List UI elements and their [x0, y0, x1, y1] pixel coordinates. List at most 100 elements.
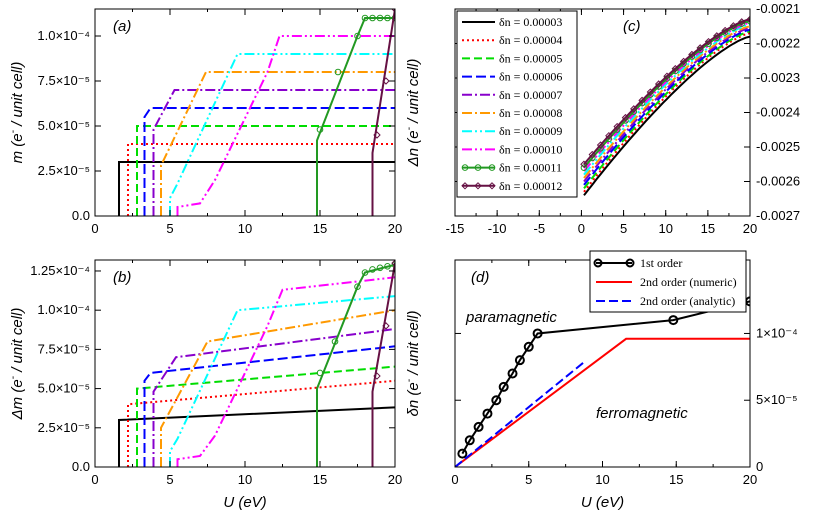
data-point-marker	[369, 266, 376, 273]
series-line	[316, 263, 395, 467]
series-line	[118, 161, 395, 216]
y-tick-label: 7.5×10⁻⁵	[38, 73, 90, 88]
x-tick-label: 15	[313, 472, 327, 487]
annotation-ferromagnetic: ferromagnetic	[596, 405, 688, 422]
data-point-marker	[514, 355, 525, 366]
panel-b: 0 5 10 15 20 0.0 2.5×10⁻⁵ 5.0×10⁻⁵ 7.5×10⁻⁵ 1.0×1…	[8, 259, 402, 511]
data-point-marker	[746, 15, 750, 24]
y-axis-unit: (e	[405, 382, 422, 395]
x-tick-label: 0	[451, 472, 458, 487]
data-point-marker	[679, 57, 688, 66]
data-point-marker	[498, 381, 509, 392]
data-point-marker	[523, 341, 534, 352]
legend-label: 2nd order (analytic)	[640, 294, 735, 308]
data-point-marker	[668, 315, 679, 326]
data-point-marker	[354, 283, 361, 290]
legend-label: δn = 0.00009	[499, 124, 562, 138]
data-point-marker	[376, 264, 384, 272]
data-point-marker	[663, 72, 671, 80]
x-tick-label: -15	[446, 221, 465, 236]
series-line	[583, 30, 750, 190]
series-line	[583, 27, 750, 183]
data-point-marker	[746, 17, 750, 25]
x-tick-label: 10	[595, 472, 609, 487]
y-tick-label: 5.0×10⁻⁵	[38, 118, 90, 133]
series-line	[583, 35, 750, 196]
x-tick-label: 0	[91, 221, 98, 236]
data-point-marker	[613, 122, 621, 131]
y-tick-label: 7.5×10⁻⁵	[38, 341, 90, 356]
data-point-marker	[361, 269, 369, 276]
data-point-marker	[373, 131, 381, 139]
legend-marker	[488, 164, 496, 171]
legend-label: δn = 0.00006	[499, 70, 562, 84]
legend-marker	[474, 164, 482, 171]
data-point-marker	[316, 126, 324, 133]
data-point-marker	[671, 64, 679, 73]
y-tick-label: -0.0027	[756, 208, 800, 223]
data-point-marker	[721, 26, 729, 35]
y-tick-label: 1×10⁻⁴	[756, 325, 798, 340]
y-tick-label: 0.0	[72, 459, 90, 474]
data-point-marker	[630, 105, 638, 113]
data-point-marker	[316, 369, 324, 377]
series-line	[143, 107, 395, 216]
series-line	[127, 143, 395, 216]
panel-label: (b)	[113, 269, 131, 286]
data-point-marker	[331, 338, 339, 345]
y-axis-unit: (e	[405, 130, 422, 143]
y-tick-label: 1.0×10⁻⁴	[37, 28, 90, 43]
y-axis-unit: (e	[9, 133, 26, 146]
series-line	[455, 337, 750, 467]
data-point-marker	[464, 435, 475, 446]
data-point-marker	[580, 160, 588, 168]
x-tick-label: 20	[388, 221, 402, 236]
x-tick-label: 5	[166, 472, 173, 487]
data-point-marker	[729, 22, 738, 30]
legend-label: δn = 0.00008	[499, 106, 562, 120]
data-point-marker	[532, 328, 543, 339]
plot-area	[580, 15, 750, 196]
legend-marker	[625, 258, 635, 268]
legend-label: δn = 0.00004	[499, 33, 562, 47]
series-line	[583, 32, 750, 193]
series-line	[583, 18, 750, 165]
data-point-marker	[369, 14, 376, 22]
legend-label: δn = 0.00005	[499, 51, 562, 65]
y-tick-label: 2.5×10⁻⁵	[38, 163, 90, 178]
plot-area	[455, 296, 750, 467]
legend-box	[456, 10, 578, 198]
data-point-marker	[605, 131, 613, 140]
legend-label: δn = 0.00007	[499, 88, 562, 102]
series-line	[176, 35, 395, 216]
data-point-marker	[376, 14, 384, 22]
y-tick-label: 5×10⁻⁵	[756, 392, 798, 407]
data-point-marker	[382, 77, 390, 85]
y-tick-label: -0.0025	[756, 139, 800, 154]
x-tick-label: 15	[701, 221, 715, 236]
data-point-marker	[580, 164, 588, 171]
panel-label: (a)	[113, 18, 131, 35]
series-line	[136, 125, 395, 216]
data-point-marker	[588, 150, 596, 159]
legend-marker	[593, 258, 603, 268]
series-line	[461, 300, 750, 455]
y-tick-label: -0.0023	[756, 70, 800, 85]
data-point-marker	[384, 262, 391, 270]
series-line	[136, 365, 395, 467]
y-axis-symbol: δn	[405, 396, 422, 417]
y-axis-unit-sup: -	[404, 126, 415, 130]
series-line	[118, 406, 395, 467]
series-line	[316, 17, 395, 216]
x-tick-label: 5	[166, 221, 173, 236]
x-axis-label: U (eV)	[223, 494, 266, 511]
data-point-marker	[737, 18, 746, 26]
series-line	[583, 28, 750, 186]
plot-area	[118, 260, 395, 467]
y-axis-unit-rest: / unit cell)	[9, 308, 26, 376]
x-tick-label: -10	[488, 221, 507, 236]
y-axis-title: δn (e- / unit cell)	[404, 311, 422, 417]
panel-a: 0 5 10 15 20 0.0 2.5×10⁻⁵ 5.0×10⁻⁵ 7.5×10⁻⁵ 1.0×1…	[8, 8, 402, 236]
x-tick-label: 5	[525, 472, 532, 487]
